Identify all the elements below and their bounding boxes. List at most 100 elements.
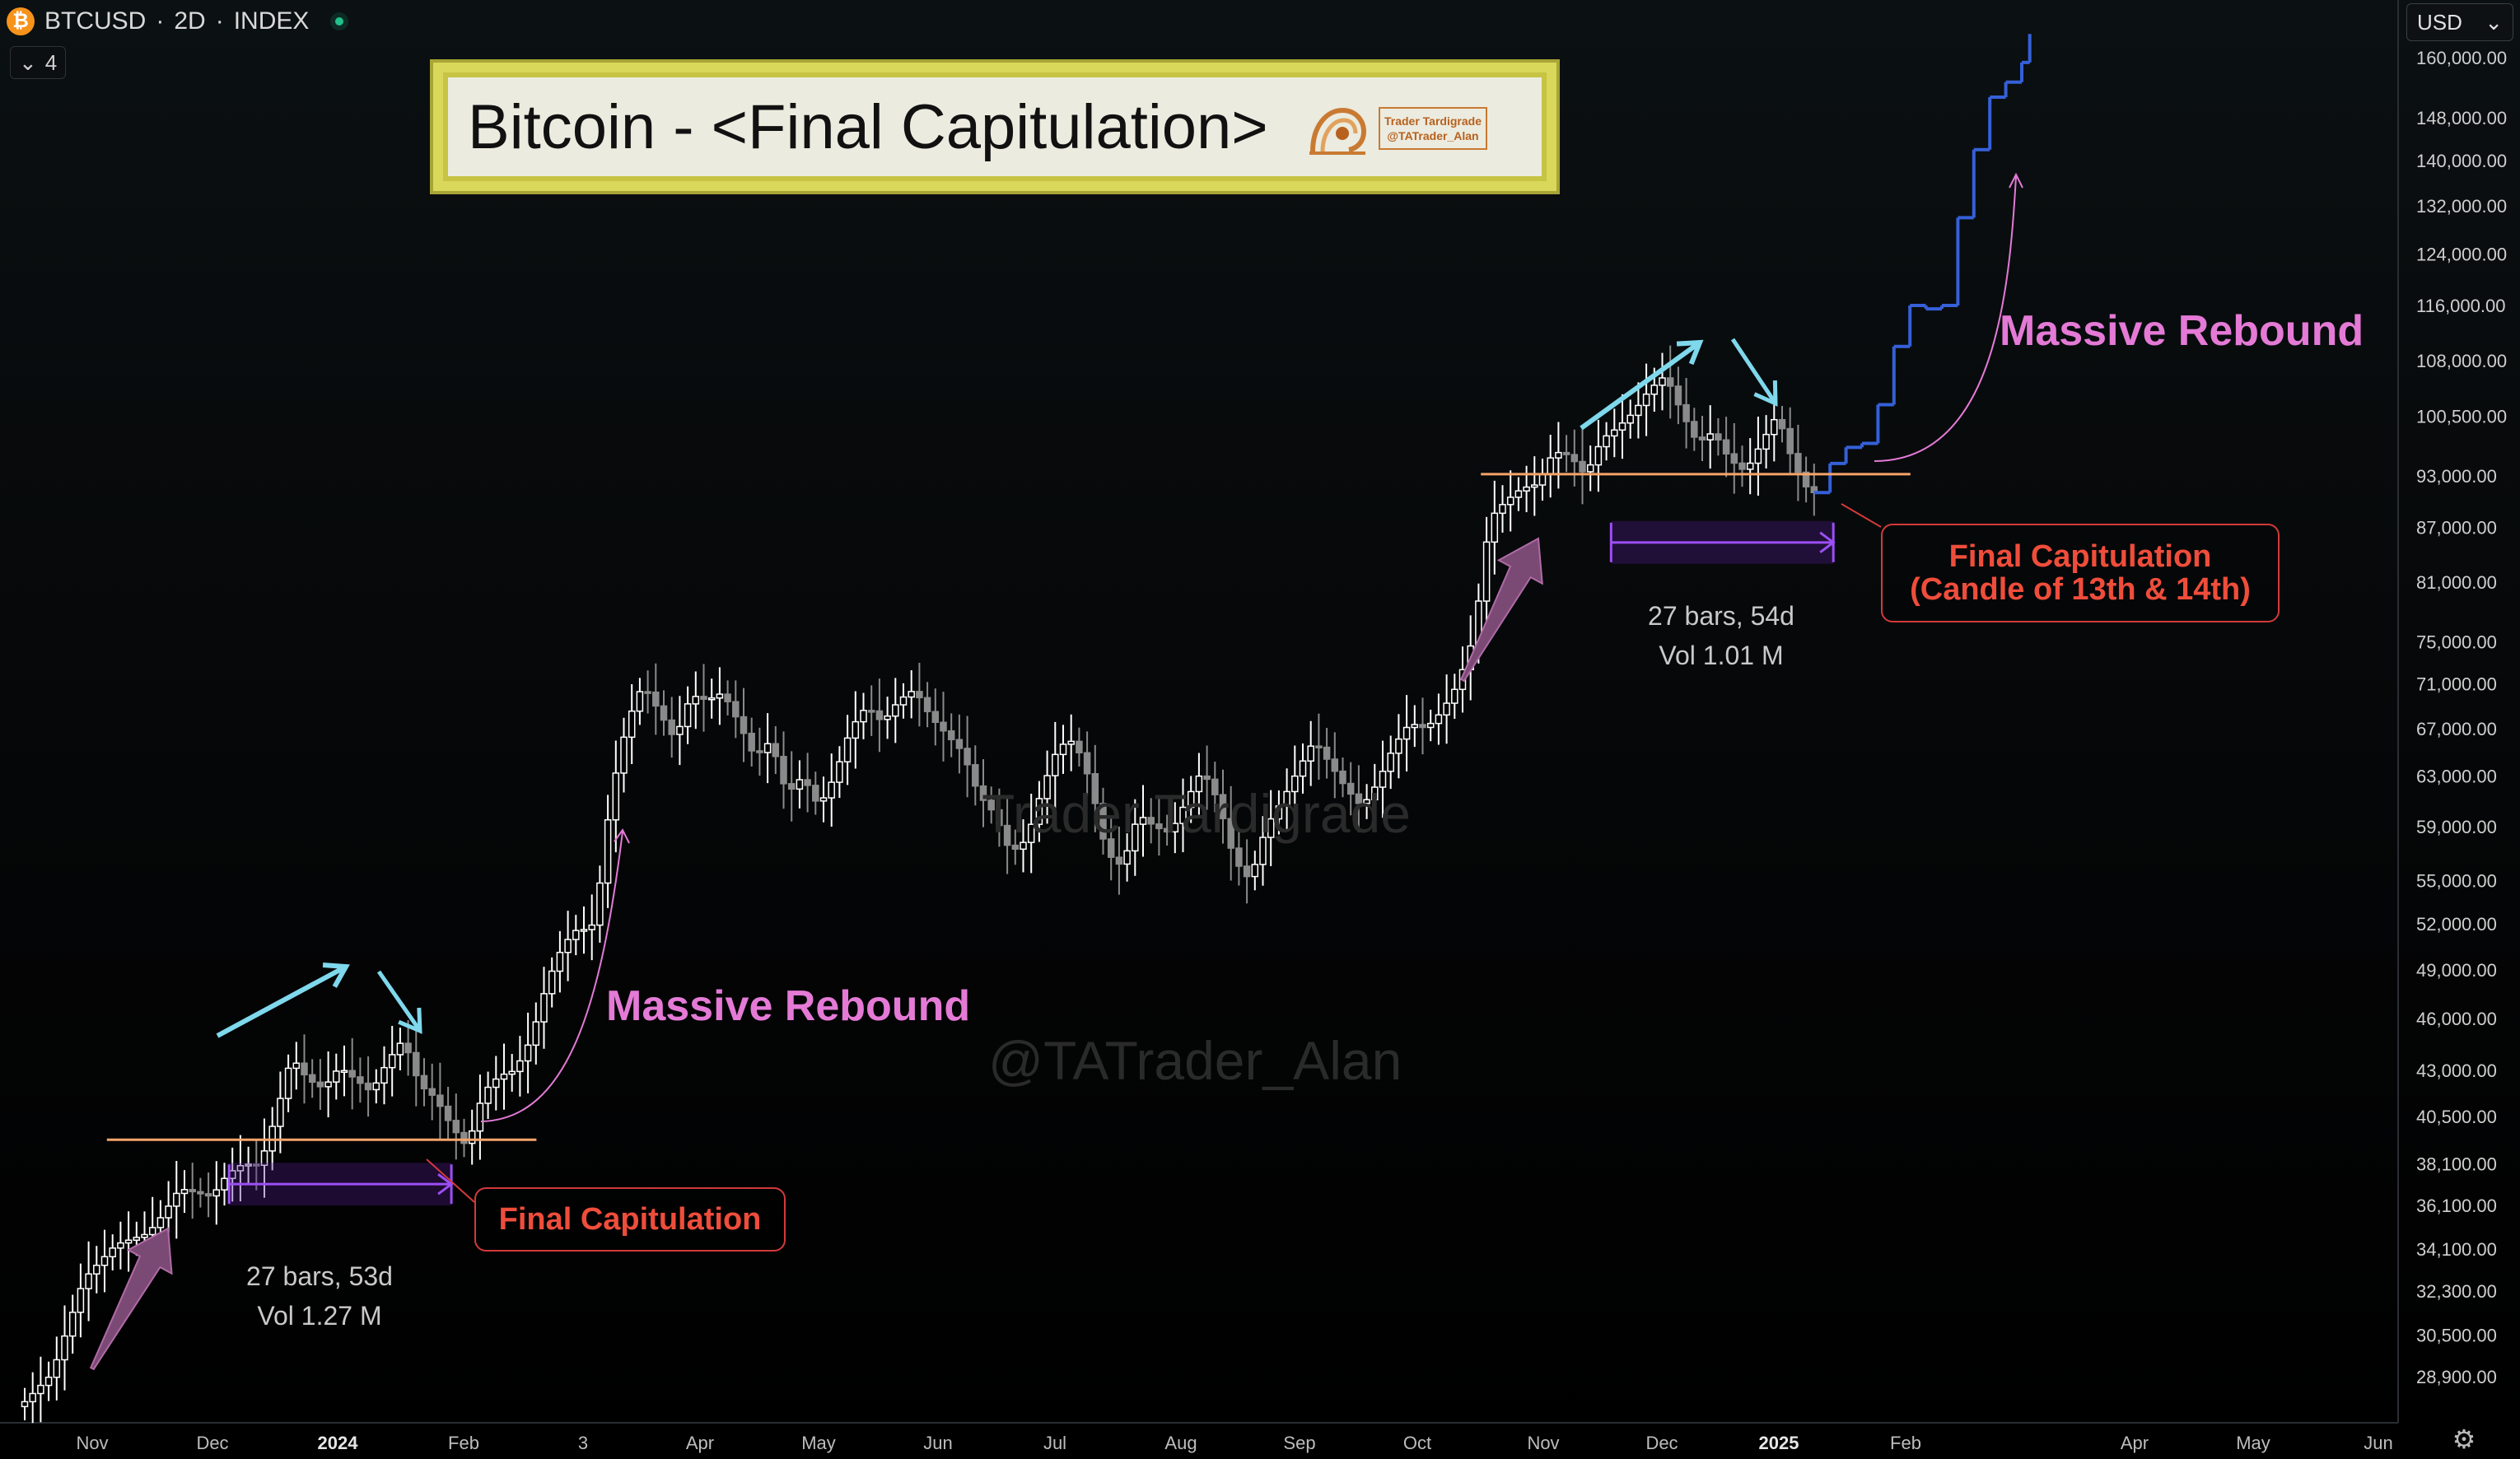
price-tick-label: 100,500.00 bbox=[2416, 406, 2507, 427]
candle-body bbox=[843, 737, 852, 762]
candle-body bbox=[1067, 740, 1075, 745]
price-tick-label: 55,000.00 bbox=[2416, 871, 2497, 892]
candle-body bbox=[1771, 418, 1778, 436]
candle-body bbox=[732, 701, 740, 718]
candle-body bbox=[1139, 817, 1147, 825]
candle-body bbox=[1786, 427, 1794, 454]
candle-body bbox=[1691, 421, 1698, 438]
candle-body bbox=[1594, 445, 1603, 466]
candle-body bbox=[204, 1193, 212, 1197]
candle-body bbox=[357, 1076, 364, 1084]
time-tick-label: 2024 bbox=[318, 1433, 359, 1453]
candle-body bbox=[1451, 688, 1458, 704]
candle-body bbox=[1283, 790, 1290, 807]
candle-body bbox=[340, 1070, 348, 1074]
candle-body bbox=[644, 691, 651, 694]
time-tick-label: May bbox=[2236, 1433, 2270, 1453]
candle-body bbox=[372, 1082, 380, 1091]
candle-body bbox=[964, 748, 971, 766]
candle-body bbox=[37, 1384, 44, 1395]
candle-body bbox=[1219, 794, 1227, 819]
candle-body bbox=[1307, 745, 1314, 762]
interval-label[interactable]: 2D bbox=[174, 7, 206, 35]
price-tick-label: 28,900.00 bbox=[2416, 1367, 2497, 1387]
symbol-header[interactable]: ₿ BTCUSD · 2D · INDEX bbox=[7, 5, 349, 38]
candle-body bbox=[1642, 393, 1650, 407]
candle-body bbox=[180, 1189, 189, 1195]
candle-body bbox=[100, 1256, 109, 1266]
candle-body bbox=[85, 1273, 92, 1289]
range-volume-1: Vol 1.27 M bbox=[257, 1301, 382, 1331]
candle-body bbox=[1411, 724, 1419, 729]
currency-select[interactable]: USD ⌄ bbox=[2406, 3, 2513, 41]
price-tick-label: 63,000.00 bbox=[2416, 766, 2497, 786]
price-tick-label: 75,000.00 bbox=[2416, 632, 2497, 652]
candle-body bbox=[1091, 773, 1099, 804]
candle-body bbox=[1115, 856, 1123, 865]
range-arrow-head bbox=[437, 1172, 454, 1196]
capitulation-pointer bbox=[426, 1158, 475, 1203]
candle-body bbox=[516, 1060, 524, 1073]
time-tick-label: Sep bbox=[1283, 1433, 1315, 1453]
candle-body bbox=[245, 1163, 252, 1167]
push-arrow bbox=[89, 1227, 173, 1371]
time-tick-label: Dec bbox=[1645, 1433, 1678, 1453]
candle-body bbox=[1147, 817, 1155, 825]
price-tick-label: 81,000.00 bbox=[2416, 572, 2497, 593]
candle-body bbox=[548, 970, 556, 995]
candle-body bbox=[1674, 385, 1682, 406]
candle-body bbox=[1547, 457, 1554, 475]
price-tick-label: 38,100.00 bbox=[2416, 1154, 2497, 1174]
candle-body bbox=[1346, 782, 1355, 795]
author-badge-name: Trader Tardigrade bbox=[1384, 114, 1482, 128]
symbol-name[interactable]: BTCUSD bbox=[44, 7, 147, 35]
price-tick-label: 34,100.00 bbox=[2416, 1239, 2497, 1260]
chart-settings-gear-icon[interactable]: ⚙ bbox=[2452, 1424, 2476, 1454]
capitulation-label-1: Final Capitulation bbox=[474, 1187, 786, 1252]
candle-body bbox=[620, 736, 628, 774]
candle-body bbox=[1299, 760, 1307, 777]
indicators-toggle-button[interactable]: ⌄ 4 bbox=[10, 46, 67, 79]
candle-body bbox=[77, 1288, 85, 1313]
candle-body bbox=[1666, 377, 1674, 387]
candle-body bbox=[828, 781, 835, 799]
candle-body bbox=[301, 1062, 308, 1076]
candle-body bbox=[812, 785, 819, 802]
candle-body bbox=[1011, 844, 1020, 851]
candle-body bbox=[556, 952, 564, 972]
candle-body bbox=[1020, 841, 1027, 851]
rebound-curve bbox=[480, 831, 623, 1122]
candle-body bbox=[1027, 823, 1035, 843]
candle-body bbox=[1371, 786, 1379, 801]
candle-body bbox=[1603, 435, 1610, 448]
price-tick-label: 59,000.00 bbox=[2416, 817, 2497, 837]
candle-body bbox=[1331, 758, 1339, 772]
candle-body bbox=[1435, 714, 1443, 725]
candle-body bbox=[436, 1094, 444, 1107]
candle-body bbox=[1227, 818, 1234, 849]
candle-body bbox=[875, 710, 884, 720]
push-arrow bbox=[1459, 537, 1543, 683]
time-tick-label: May bbox=[801, 1433, 836, 1453]
candle-body bbox=[1586, 464, 1594, 473]
candle-body bbox=[1267, 818, 1275, 838]
trend-arrow-up bbox=[1580, 340, 1701, 431]
candle-body bbox=[1754, 448, 1762, 464]
candle-body bbox=[1531, 484, 1538, 488]
candle-body bbox=[348, 1070, 356, 1078]
price-tick-label: 116,000.00 bbox=[2416, 296, 2505, 316]
candle-body bbox=[1762, 433, 1770, 450]
candle-body bbox=[763, 743, 772, 753]
range-stats-2: 27 bars, 54d Vol 1.01 M bbox=[1622, 596, 1820, 675]
bitcoin-icon: ₿ bbox=[7, 7, 35, 35]
trend-arrow-up bbox=[216, 964, 348, 1038]
candle-body bbox=[780, 756, 787, 785]
candle-body bbox=[500, 1073, 508, 1080]
candle-body bbox=[156, 1217, 165, 1228]
candle-body bbox=[484, 1086, 492, 1104]
exchange-label[interactable]: INDEX bbox=[233, 7, 310, 35]
candle-body bbox=[580, 929, 588, 932]
rebound-curve-head bbox=[2009, 172, 2023, 189]
